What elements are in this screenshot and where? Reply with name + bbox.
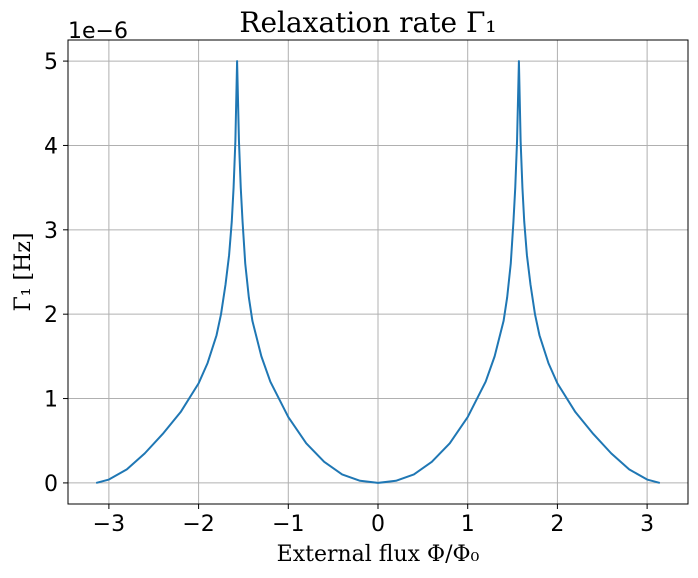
y-axis-label: Γ₁ [Hz] <box>11 232 36 311</box>
y-tick-label: 1 <box>44 388 58 413</box>
y-tick-label: 4 <box>44 134 58 159</box>
y-tick-label: 2 <box>44 303 58 328</box>
axis-ticks: −3 −2 −1 0 1 2 3 0 1 2 3 4 5 <box>44 50 654 537</box>
x-tick-label: −1 <box>272 512 304 537</box>
x-tick-label: 0 <box>371 512 385 537</box>
y-tick-label: 5 <box>44 50 58 75</box>
series-line <box>95 60 661 484</box>
x-tick-label: 3 <box>640 512 654 537</box>
y-tick-label: 0 <box>44 472 58 497</box>
x-tick-label: 2 <box>550 512 564 537</box>
y-tick-label: 3 <box>44 219 58 244</box>
chart-title: Relaxation rate Γ₁ <box>239 6 496 39</box>
x-axis-label: External flux Φ/Φ₀ <box>277 542 480 567</box>
x-tick-label: −2 <box>182 512 214 537</box>
plot-lines <box>95 60 661 484</box>
x-tick-label: 1 <box>461 512 475 537</box>
grid-lines <box>68 40 688 504</box>
x-tick-label: −3 <box>93 512 125 537</box>
y-axis-offset-label: 1e−6 <box>68 19 128 44</box>
